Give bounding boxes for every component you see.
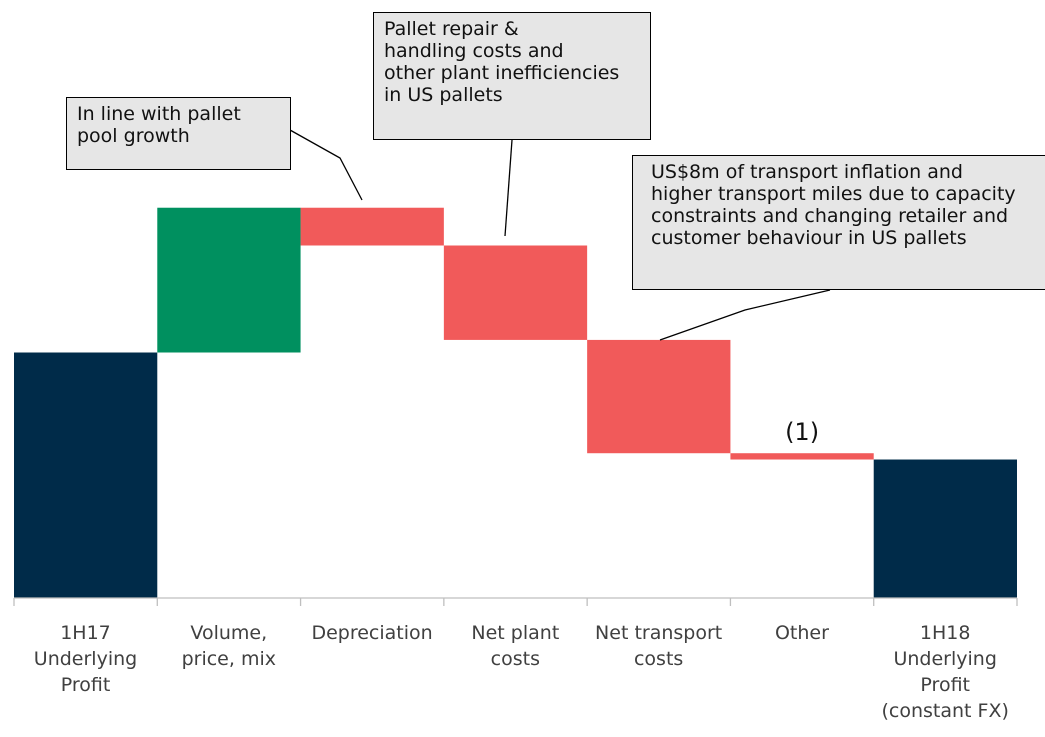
bar	[157, 207, 301, 353]
annotation: Pallet repair & handling costs and other…	[373, 12, 651, 140]
x-tick-label: Net plant costs	[471, 622, 560, 670]
x-tick-label: 1H18 Underlying Profit (constant FX)	[881, 622, 1009, 722]
x-tick-label: Other	[774, 622, 829, 644]
x-tick-label: Net transport costs	[595, 622, 723, 670]
annotation: In line with pallet pool growth	[66, 97, 291, 170]
bar	[14, 352, 158, 598]
bar	[730, 453, 874, 460]
x-tick-label: Volume, price, mix	[181, 622, 276, 670]
leader-line	[289, 129, 363, 201]
bar	[587, 339, 731, 454]
leader-line	[504, 139, 513, 237]
data-label: (1)	[785, 418, 819, 446]
bar	[873, 459, 1017, 598]
x-tick-label: Depreciation	[311, 622, 433, 644]
x-tick-label: 1H17 Underlying Profit	[33, 622, 138, 696]
annotation: US$8m of transport inflation and higher …	[632, 155, 1045, 290]
bar	[443, 245, 588, 340]
bar	[300, 207, 444, 246]
leader-line	[659, 289, 831, 341]
